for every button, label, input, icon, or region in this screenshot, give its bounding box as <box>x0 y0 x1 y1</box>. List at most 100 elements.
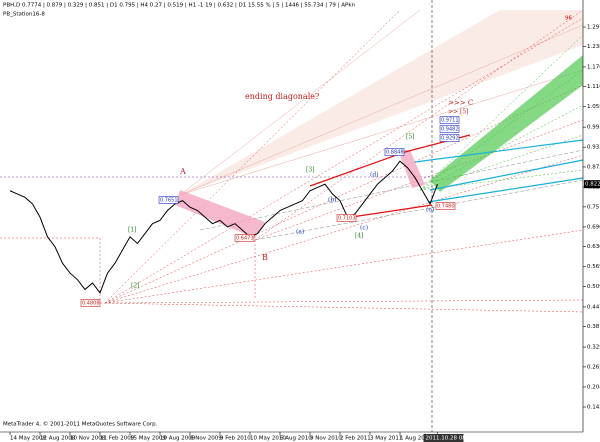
x-tick-label: 2 Feb 2011 <box>340 436 371 442</box>
last-price: 0.8227 <box>585 182 600 188</box>
pink-channel <box>180 10 583 195</box>
price-label: 0.7480 <box>437 204 455 210</box>
y-tick-label: 0.5692 <box>587 264 600 270</box>
channel-line <box>429 159 584 191</box>
fan-line <box>104 229 584 304</box>
price-label-box <box>439 125 460 133</box>
x-tick-label: 10 Aug 2009 <box>160 436 196 442</box>
annotation: ending diagonale? <box>245 92 319 101</box>
x-tick-label: 9 Feb 2010 <box>220 436 251 442</box>
annotation: B <box>262 253 268 262</box>
y-tick-label: 1.1762 <box>587 64 600 70</box>
x-tick-label: 1 Aug 2011 <box>400 436 432 442</box>
annotation: (a) <box>296 229 304 236</box>
annotation: >>> C <box>448 99 473 107</box>
pink-zone <box>398 150 425 188</box>
fan-line <box>179 24 584 196</box>
y-tick-label: 0.9322 <box>587 145 600 151</box>
pink-zone <box>175 190 265 238</box>
price-label-box <box>234 234 255 242</box>
annotation: [1] <box>128 227 137 234</box>
y-tick-label: 0.5092 <box>587 284 600 290</box>
annotation: (c) <box>360 225 368 232</box>
fan-line <box>419 34 584 191</box>
fan-line <box>104 154 584 304</box>
channel-line <box>427 177 584 203</box>
x-tick-label: 2011.10.28 08:00 <box>426 436 476 442</box>
x-tick-label: 3 May 2011 <box>370 436 402 442</box>
level-line <box>99 302 584 313</box>
price-label: 0.6473 <box>236 236 254 242</box>
annotation: [4] <box>355 233 364 240</box>
price-label-box <box>80 299 101 307</box>
footer: MetaTrader 4, © 2001-2011 MetaQuotes Sof… <box>3 421 158 428</box>
box-line <box>0 237 101 303</box>
drawing-objects <box>0 0 584 433</box>
fan-line <box>254 9 584 241</box>
price-label-box <box>336 214 357 222</box>
last-price-box <box>584 180 600 189</box>
price-label-box <box>439 134 460 142</box>
price-label: 0.9711 <box>441 118 459 124</box>
indicator-label: PB_Station16-8 <box>3 12 45 18</box>
fan-line <box>179 69 584 196</box>
x-tick-label: 10 May 2010 <box>250 436 286 442</box>
x-tick-label: 11 Feb 2009 <box>100 436 135 442</box>
price-label-box <box>439 116 460 124</box>
annotation: [5] <box>406 134 415 141</box>
price-label-box <box>435 202 456 210</box>
price-label: 0.8848 <box>386 150 404 156</box>
annotation: (e) <box>426 207 434 214</box>
fan-line <box>419 169 584 191</box>
annotation: [3] <box>306 167 315 174</box>
annotation: A <box>179 167 186 176</box>
annotation: >> [5] <box>448 109 468 116</box>
price-label-box <box>158 196 179 204</box>
y-tick-label: 0.8722 <box>587 164 600 170</box>
price-label: 0.7651 <box>160 198 178 204</box>
x-tick-label: 6 Nov 2009 <box>190 436 222 442</box>
y-tick-label: 1.1162 <box>587 84 600 90</box>
fan-line <box>419 104 584 191</box>
y-tick-label: 0.7512 <box>587 204 600 210</box>
x-tick-label: 14 May 2008 <box>10 436 46 442</box>
y-tick-label: 0.2652 <box>587 364 600 370</box>
header: PBH,D 0.7774 | 0.879 | 0.329 | 0.851 | D… <box>3 3 356 9</box>
x-tick-label: 10 Nov 2008 <box>70 436 106 442</box>
y-tick-label: 0.1432 <box>587 405 600 411</box>
y-tick-label: 1.2382 <box>587 44 600 50</box>
annotation: (d) <box>370 172 379 179</box>
fan-line <box>104 17 584 304</box>
y-tick-label: 0.3252 <box>587 345 600 351</box>
price-line <box>9 160 438 294</box>
x-tick-label: 12 Aug 2008 <box>40 436 76 442</box>
x-label-highlight <box>423 434 464 442</box>
y-tick-label: 0.2042 <box>587 384 600 390</box>
channel-line <box>414 139 584 163</box>
trend-line <box>344 204 433 219</box>
x-tick-label: 6 Aug 2010 <box>280 436 312 442</box>
annotation: (b) <box>328 197 337 204</box>
y-tick-label: 1.0552 <box>587 104 600 110</box>
y-tick-label: 0.9932 <box>587 125 600 131</box>
price-label-box <box>384 148 405 156</box>
fan-line <box>254 179 584 241</box>
corner-mark: 96 <box>565 16 572 22</box>
price-label: 0.4808 <box>82 301 100 307</box>
x-tick-label: 15 May 2009 <box>130 436 166 442</box>
fan-line <box>199 149 584 231</box>
price-label: 0.9482 <box>441 127 459 133</box>
y-tick-label: 0.6902 <box>587 224 600 230</box>
green-band <box>430 55 583 192</box>
fan-line <box>104 9 401 304</box>
annotation: [2] <box>131 283 140 290</box>
fan-line <box>179 9 421 196</box>
price-label: 0.7103 <box>338 216 356 222</box>
x-tick-label: 9 Nov 2010 <box>310 436 342 442</box>
y-tick-label: 0.3872 <box>587 324 600 330</box>
trend-line <box>309 151 406 187</box>
y-tick-label: 0.4472 <box>587 304 600 310</box>
y-tick-label: 1.2972 <box>587 25 600 31</box>
price-label: 0.9292 <box>441 136 459 142</box>
